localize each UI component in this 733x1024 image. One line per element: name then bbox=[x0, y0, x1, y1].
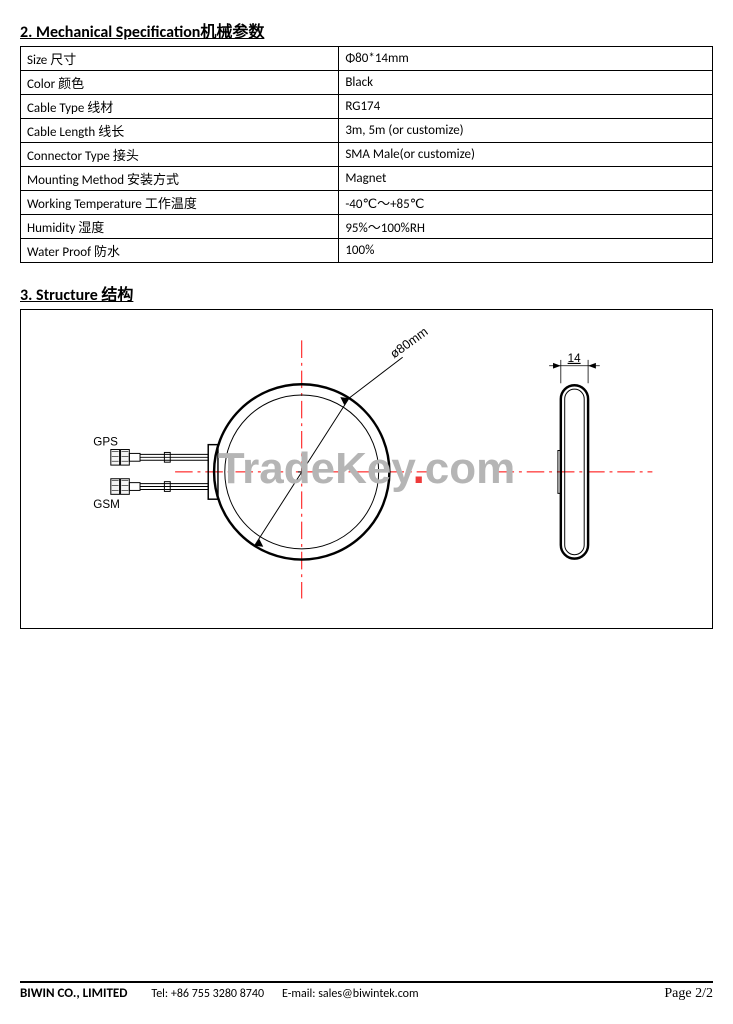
svg-text:GPS: GPS bbox=[93, 436, 118, 449]
spec-label: Connector Type 接头 bbox=[21, 143, 339, 167]
page-footer: BIWIN CO., LIMITED Tel: +86 755 3280 874… bbox=[20, 981, 713, 1002]
structure-diagram-box: ø80mmGPSGSM14 TradeKey.com bbox=[20, 309, 713, 629]
footer-page: Page 2/2 bbox=[664, 986, 713, 1002]
section2-heading: 2. Mechanical Specification机械参数 bbox=[20, 18, 713, 42]
spec-value: Φ80*14mm bbox=[339, 47, 713, 71]
structure-svg: ø80mm GPS GSM 14 bbox=[29, 318, 704, 620]
spec-value: RG174 bbox=[339, 95, 713, 119]
table-row: Mounting Method 安装方式Magnet bbox=[21, 167, 713, 191]
spec-value: SMA Male(or customize) bbox=[339, 143, 713, 167]
table-row: Humidity 湿度95%～100%RH bbox=[21, 215, 713, 239]
table-row: Cable Length 线长3m, 5m (or customize) bbox=[21, 119, 713, 143]
spec-label: Water Proof 防水 bbox=[21, 239, 339, 263]
footer-email: E-mail: sales@biwintek.com bbox=[282, 987, 664, 1001]
footer-tel: Tel: +86 755 3280 8740 bbox=[151, 987, 264, 1001]
svg-text:14: 14 bbox=[568, 352, 581, 365]
spec-label: Cable Length 线长 bbox=[21, 119, 339, 143]
table-row: Cable Type 线材RG174 bbox=[21, 95, 713, 119]
spec-label: Working Temperature 工作温度 bbox=[21, 191, 339, 215]
svg-text:GSM: GSM bbox=[93, 498, 120, 511]
spec-value: 100% bbox=[339, 239, 713, 263]
table-row: Water Proof 防水100% bbox=[21, 239, 713, 263]
spec-label: Color 颜色 bbox=[21, 71, 339, 95]
table-row: Connector Type 接头SMA Male(or customize) bbox=[21, 143, 713, 167]
spec-value: -40℃～+85℃ bbox=[339, 191, 713, 215]
spec-value: Magnet bbox=[339, 167, 713, 191]
spec-label: Size 尺寸 bbox=[21, 47, 339, 71]
spec-label: Mounting Method 安装方式 bbox=[21, 167, 339, 191]
mechanical-spec-table: Size 尺寸Φ80*14mm Color 颜色Black Cable Type… bbox=[20, 46, 713, 263]
spec-value: Black bbox=[339, 71, 713, 95]
section3-heading: 3. Structure 结构 bbox=[20, 281, 713, 305]
spec-value: 95%～100%RH bbox=[339, 215, 713, 239]
spec-label: Cable Type 线材 bbox=[21, 95, 339, 119]
table-row: Color 颜色Black bbox=[21, 71, 713, 95]
table-row: Size 尺寸Φ80*14mm bbox=[21, 47, 713, 71]
footer-company: BIWIN CO., LIMITED bbox=[20, 986, 127, 1001]
table-row: Working Temperature 工作温度-40℃～+85℃ bbox=[21, 191, 713, 215]
svg-text:ø80mm: ø80mm bbox=[388, 325, 431, 362]
spec-label: Humidity 湿度 bbox=[21, 215, 339, 239]
spec-value: 3m, 5m (or customize) bbox=[339, 119, 713, 143]
